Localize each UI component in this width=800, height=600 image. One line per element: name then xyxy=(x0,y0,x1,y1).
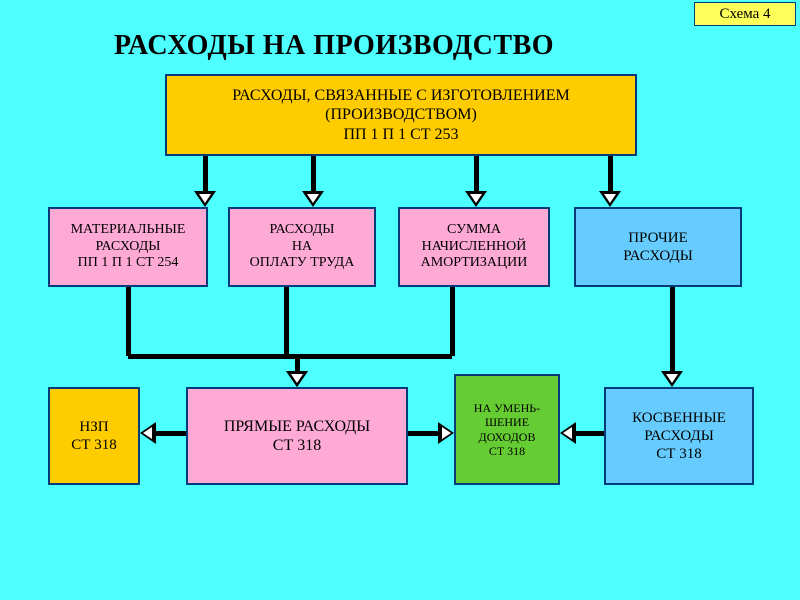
node-amort: СУММАНАЧИСЛЕННОЙАМОРТИЗАЦИИ xyxy=(398,207,550,287)
node-amort-line: СУММА xyxy=(447,222,501,239)
node-reduce: НА УМЕНЬ-ШЕНИЕДОХОДОВСТ 318 xyxy=(454,374,560,485)
node-reduce-line: НА УМЕНЬ- xyxy=(474,401,540,415)
node-labor-line: НА xyxy=(292,239,312,256)
node-reduce-line: ШЕНИЕ xyxy=(485,415,529,429)
node-mat: МАТЕРИАЛЬНЫЕРАСХОДЫПП 1 П 1 СТ 254 xyxy=(48,207,208,287)
node-indir-line: РАСХОДЫ xyxy=(644,427,714,445)
node-indir: КОСВЕННЫЕРАСХОДЫСТ 318 xyxy=(604,387,754,485)
diagram-canvas: РАСХОДЫ НА ПРОИЗВОДСТВО Схема 4 РАСХОДЫ, С… xyxy=(0,0,800,600)
node-top-line: ПП 1 П 1 СТ 253 xyxy=(343,125,458,144)
node-top-line: (ПРОИЗВОДСТВОМ) xyxy=(325,105,477,124)
node-nzp: НЗПСТ 318 xyxy=(48,387,140,485)
node-labor: РАСХОДЫНАОПЛАТУ ТРУДА xyxy=(228,207,376,287)
node-indir-line: СТ 318 xyxy=(656,445,701,463)
node-nzp-line: СТ 318 xyxy=(71,436,116,454)
node-other-line: ПРОЧИЕ xyxy=(628,229,688,247)
node-direct: ПРЯМЫЕ РАСХОДЫСТ 318 xyxy=(186,387,408,485)
node-direct-line: ПРЯМЫЕ РАСХОДЫ xyxy=(224,417,370,436)
node-other: ПРОЧИЕРАСХОДЫ xyxy=(574,207,742,287)
node-other-line: РАСХОДЫ xyxy=(623,247,693,265)
node-reduce-line: СТ 318 xyxy=(489,444,525,458)
scheme-tag: Схема 4 xyxy=(694,2,796,26)
node-amort-line: АМОРТИЗАЦИИ xyxy=(421,255,528,272)
node-top-line: РАСХОДЫ, СВЯЗАННЫЕ С ИЗГОТОВЛЕНИЕМ xyxy=(232,86,569,105)
node-mat-line: МАТЕРИАЛЬНЫЕ xyxy=(71,222,186,239)
node-reduce-line: ДОХОДОВ xyxy=(479,430,536,444)
node-mat-line: ПП 1 П 1 СТ 254 xyxy=(78,255,179,272)
node-nzp-line: НЗП xyxy=(79,418,108,436)
node-labor-line: РАСХОДЫ xyxy=(270,222,335,239)
page-title: РАСХОДЫ НА ПРОИЗВОДСТВО xyxy=(114,30,554,62)
node-amort-line: НАЧИСЛЕННОЙ xyxy=(422,239,527,256)
node-labor-line: ОПЛАТУ ТРУДА xyxy=(250,255,355,272)
node-indir-line: КОСВЕННЫЕ xyxy=(632,409,726,427)
node-mat-line: РАСХОДЫ xyxy=(96,239,161,256)
node-direct-line: СТ 318 xyxy=(273,436,321,455)
node-top: РАСХОДЫ, СВЯЗАННЫЕ С ИЗГОТОВЛЕНИЕМ(ПРОИЗ… xyxy=(165,74,637,156)
